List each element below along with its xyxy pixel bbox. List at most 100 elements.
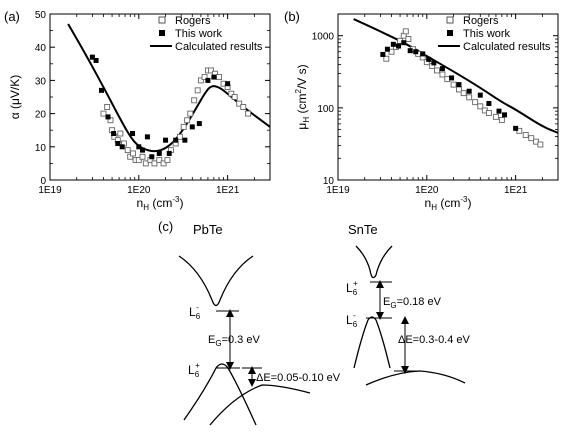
pbte-de-label: ΔE=0.05-0.10 eV — [256, 372, 341, 384]
legend-this-work-marker-b — [447, 30, 453, 36]
rogers-point — [405, 36, 412, 42]
calculated-curve-b — [353, 18, 559, 134]
panel-label-a: (a) — [4, 9, 20, 24]
legend-calculated-label-a: Calculated results — [175, 41, 263, 53]
rogers-point — [104, 104, 111, 110]
calculated-curve-a — [67, 23, 271, 153]
this-work-point — [513, 125, 519, 131]
this-work-point — [396, 43, 402, 49]
legend-b: Rogers This work Calculated results — [438, 15, 551, 53]
y-tick-label: 1000 — [312, 32, 335, 43]
rogers-point — [176, 133, 183, 140]
snte-l6-minus-label: L6- — [346, 311, 358, 329]
rogers-point — [492, 113, 499, 120]
legend-rogers-marker-b — [446, 16, 454, 24]
rogers-point — [236, 100, 243, 107]
y-tick-label: 40 — [35, 43, 47, 54]
this-work-point — [89, 54, 95, 60]
rogers-point — [498, 116, 505, 123]
rogers-point — [444, 76, 451, 83]
legend-rogers-marker-a — [158, 16, 166, 24]
this-work-point — [149, 154, 155, 160]
x-tick-label: 1E19 — [326, 185, 350, 196]
rogers-point — [151, 160, 158, 167]
this-work-point — [384, 46, 390, 52]
this-work-point — [431, 60, 437, 66]
rogers-point — [201, 74, 208, 81]
rogers-point — [402, 28, 409, 35]
pbte-diagram: PbTe L6- EG=0.3 eV L6+ ΔE=0.05-0.10 eV — [178, 222, 341, 426]
rogers-point — [135, 157, 142, 164]
plot-frame-b — [337, 13, 559, 181]
rogers-point — [455, 86, 462, 93]
rogers-point — [477, 103, 484, 110]
this-work-point — [182, 137, 188, 143]
pbte-eg-label: EG=0.3 eV — [208, 334, 260, 348]
legend-calculated-label-b: Calculated results — [463, 41, 551, 53]
y-tick-label: 20 — [35, 110, 47, 121]
pbte-l6-minus-label: L6- — [189, 303, 201, 321]
this-work-point — [380, 51, 386, 57]
this-work-point — [466, 88, 472, 94]
this-work-point — [166, 150, 172, 156]
pbte-conduction-band — [178, 255, 254, 307]
this-work-point — [502, 112, 508, 118]
rogers-point — [460, 90, 467, 97]
mobility-chart: (b) 1E19 1E20 1E21 10 100 1000 Rogers This wo… — [284, 9, 559, 212]
rogers-point — [245, 110, 252, 117]
y-axis-label-a: α (μV/K) — [8, 75, 22, 120]
rogers-point — [485, 110, 492, 116]
axes-a: 1E19 1E20 1E21 0 10 20 30 40 50 — [35, 10, 270, 196]
calculated-curve-line — [353, 18, 559, 134]
this-work-point — [139, 147, 145, 153]
this-work-point — [407, 48, 413, 54]
this-work-point — [449, 75, 455, 81]
rogers-series-b — [383, 28, 544, 148]
legend-this-work-marker-a — [159, 30, 165, 36]
calculated-curve-line — [67, 23, 271, 153]
this-work-point — [156, 150, 162, 156]
rogers-point — [216, 74, 222, 81]
x-axis-label-b: nH (cm-3) — [425, 195, 472, 212]
rogers-point — [208, 67, 214, 74]
this-work-series-b — [380, 40, 519, 131]
rogers-point — [160, 160, 167, 167]
this-work-point — [136, 144, 142, 150]
y-tick-label: 10 — [35, 143, 47, 154]
x-tick-label: 1E21 — [504, 185, 528, 196]
y-tick-label: 10 — [323, 176, 335, 187]
legend-this-work-label-a: This work — [175, 28, 223, 40]
legend-this-work-label-b: This work — [463, 28, 511, 40]
seebeck-chart: (a) 1E19 1E20 1E21 0 10 20 30 40 50 Rogers This … — [4, 9, 271, 212]
panel-label-b: (b) — [284, 9, 300, 24]
this-work-point — [496, 108, 502, 114]
this-work-point — [119, 144, 125, 150]
rogers-point — [180, 123, 187, 130]
this-work-point — [144, 134, 150, 140]
rogers-point — [231, 94, 238, 100]
this-work-point — [163, 137, 169, 143]
rogers-point — [466, 94, 473, 101]
y-axis-label-b: μH (cm2/V s) — [294, 64, 311, 129]
this-work-point — [456, 82, 462, 88]
this-work-point — [486, 100, 492, 106]
x-tick-label: 1E19 — [38, 185, 62, 196]
rogers-point — [139, 153, 146, 160]
this-work-point — [205, 77, 211, 83]
this-work-point — [105, 114, 111, 120]
this-work-point — [189, 124, 195, 130]
snte-valence-band-sigma — [365, 370, 466, 386]
legend-rogers-label-b: Rogers — [463, 15, 499, 27]
this-work-point — [196, 121, 202, 127]
rogers-point — [100, 110, 107, 117]
this-work-point — [211, 74, 217, 80]
rogers-point — [130, 150, 136, 157]
this-work-point — [477, 92, 483, 98]
rogers-point — [537, 141, 544, 148]
this-work-point — [413, 49, 419, 55]
snte-title: SnTe — [348, 222, 378, 237]
rogers-point — [383, 55, 390, 62]
pbte-l6-plus-label: L6+ — [188, 361, 200, 379]
rogers-point — [439, 71, 446, 78]
